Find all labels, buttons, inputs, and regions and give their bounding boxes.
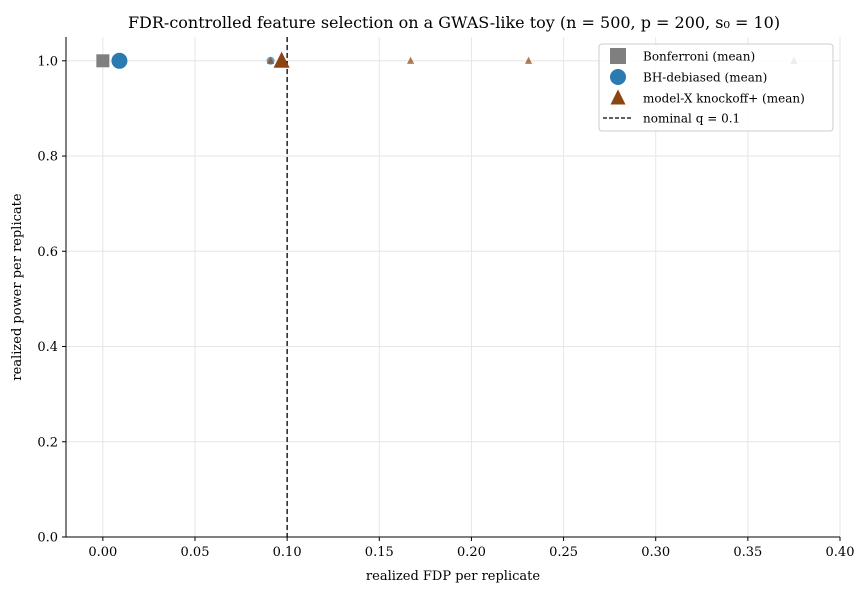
- mean-point-triangle: [273, 51, 290, 68]
- legend: Bonferroni (mean) BH-debiased (mean) model…: [598, 43, 834, 132]
- replicate-point-triangle-2: [407, 56, 415, 64]
- data-points: [96, 51, 798, 69]
- replicate-point-triangle-3: [524, 56, 533, 64]
- legend-marker-triangle: [610, 89, 626, 105]
- x-tick-label-6: 0.30: [641, 545, 670, 560]
- y-tick-label-1: 0.2: [37, 435, 58, 450]
- x-tick-label-1: 0.05: [181, 545, 210, 560]
- mean-point-circle: [111, 52, 128, 69]
- mean-point-square: [96, 54, 110, 68]
- replicate-point-triangle-1: [266, 56, 275, 64]
- legend-marker-circle: [610, 69, 626, 85]
- y-ticks: 0.0 0.2 0.4 0.6 0.8 1.0: [37, 54, 66, 546]
- legend-marker-square: [610, 48, 626, 64]
- x-tick-label-0: 0.00: [88, 545, 117, 560]
- x-tick-label-7: 0.35: [733, 545, 762, 560]
- legend-label-triangle: model-X knockoff+ (mean): [643, 92, 805, 106]
- y-tick-label-2: 0.4: [37, 340, 58, 355]
- x-ticks: 0.00 0.05 0.10 0.15 0.20 0.25 0.30 0.35 0.40: [88, 537, 854, 560]
- x-axis-label: realized FDP per replicate: [366, 569, 540, 584]
- legend-label-reference-line: nominal q = 0.1: [643, 112, 740, 126]
- y-axis-label: realized power per replicate: [10, 193, 25, 380]
- chart-title: FDR-controlled feature selection on a GW…: [128, 13, 780, 32]
- x-tick-label-5: 0.25: [549, 545, 578, 560]
- y-tick-label-0: 0.0: [37, 531, 58, 546]
- y-tick-label-3: 0.6: [37, 245, 58, 260]
- legend-label-circle: BH-debiased (mean): [643, 71, 767, 85]
- y-tick-label-4: 0.8: [37, 150, 58, 165]
- y-tick-label-5: 1.0: [37, 54, 58, 69]
- legend-label-square: Bonferroni (mean): [643, 50, 755, 64]
- x-tick-label-2: 0.10: [273, 545, 302, 560]
- x-tick-label-8: 0.40: [826, 545, 855, 560]
- x-tick-label-4: 0.20: [457, 545, 486, 560]
- legend-box: [598, 43, 834, 132]
- x-tick-label-3: 0.15: [365, 545, 394, 560]
